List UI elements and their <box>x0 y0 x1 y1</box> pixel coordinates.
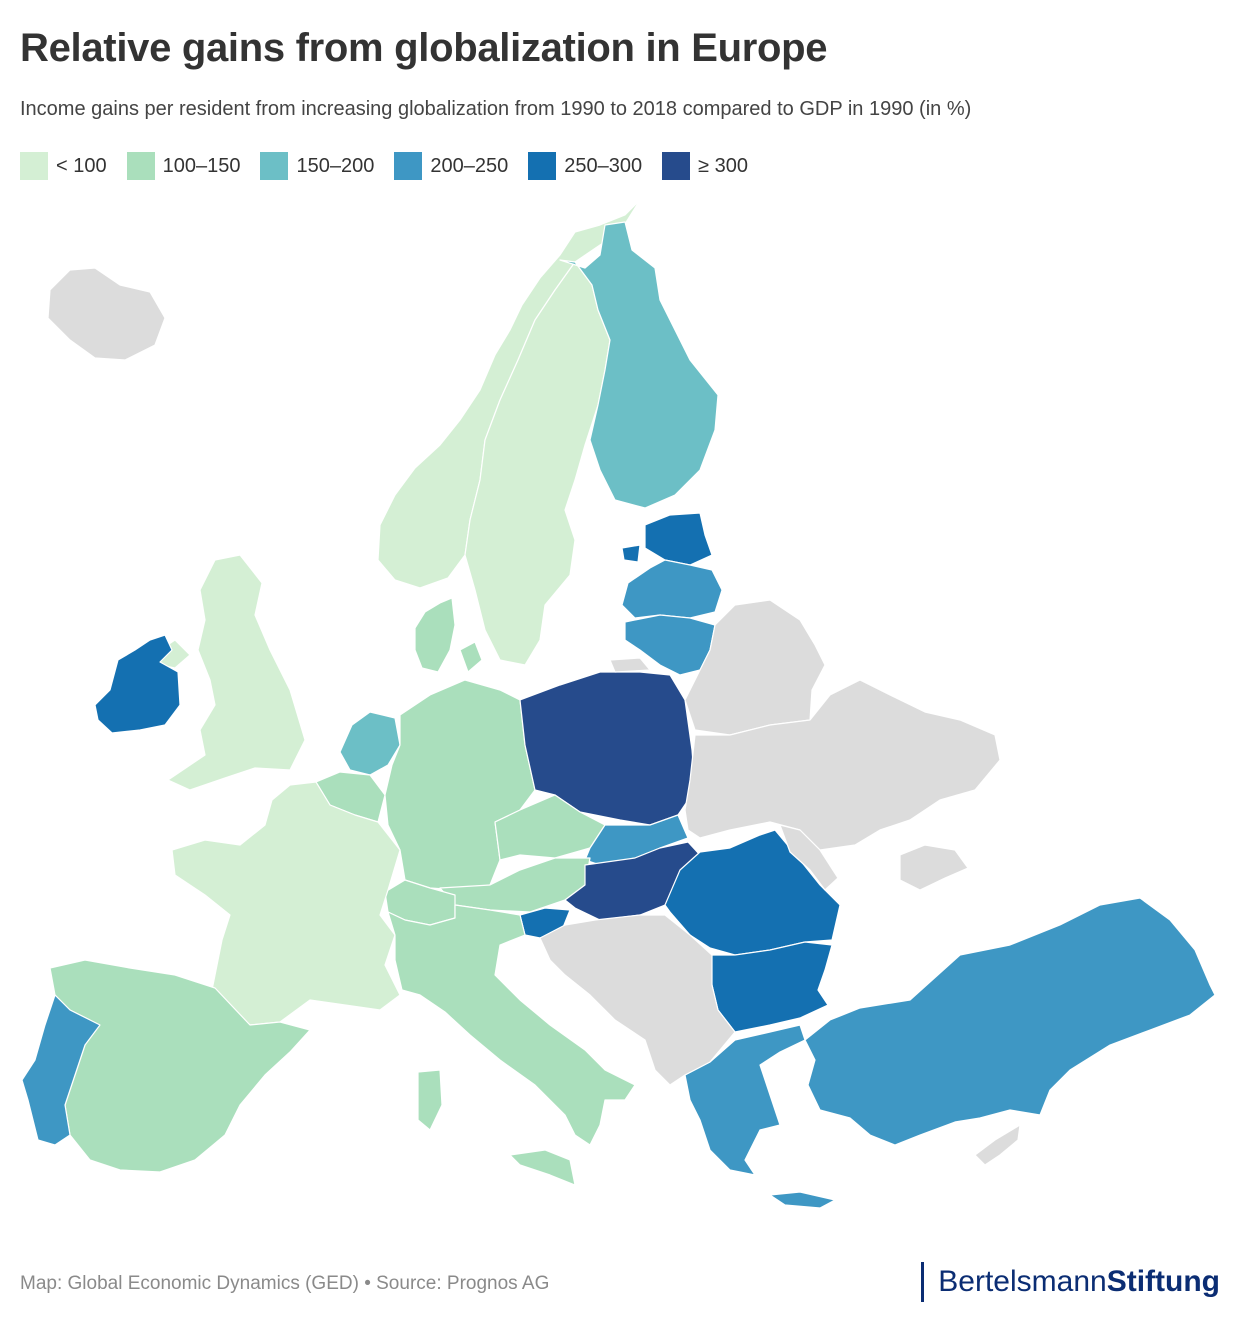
legend-item: 200–250 <box>394 152 508 180</box>
region-uk <box>159 554 306 791</box>
region-sweden <box>464 261 611 666</box>
legend-label: 150–200 <box>296 154 375 177</box>
legend-label: 250–300 <box>564 154 643 177</box>
brand-bold: Stiftung <box>1106 1265 1220 1298</box>
legend-item: 250–300 <box>528 152 642 180</box>
legend-swatch <box>528 152 557 180</box>
legend-swatch <box>662 152 691 180</box>
legend-swatch <box>126 152 155 180</box>
brand-light: Bertelsmann <box>938 1265 1107 1298</box>
legend-item: 100–150 <box>126 152 241 180</box>
region-romania <box>664 829 841 956</box>
legend-item: < 100 <box>20 152 107 180</box>
region-cyprus <box>974 1124 1021 1166</box>
source-note: Map: Global Economic Dynamics (GED) • So… <box>20 1273 550 1294</box>
region-belarus <box>684 599 826 736</box>
region-estonia <box>621 512 713 566</box>
region-bulgaria <box>709 941 833 1033</box>
legend: < 100 100–150 150–200 200–250 250–300 ≥ … <box>20 152 768 180</box>
brand-bar <box>921 1262 925 1302</box>
region-denmark <box>414 597 483 673</box>
brand-wordmark: BertelsmannStiftung <box>938 1265 1220 1299</box>
legend-label: < 100 <box>56 154 107 177</box>
region-moldova <box>779 824 839 891</box>
chart-subtitle: Income gains per resident from increasin… <box>20 98 972 120</box>
region-kaliningrad <box>609 657 651 673</box>
legend-swatch <box>20 152 48 180</box>
legend-swatch <box>260 152 289 180</box>
legend-label: ≥ 300 <box>698 154 749 177</box>
legend-label: 200–250 <box>430 154 509 177</box>
region-italy <box>387 904 636 1186</box>
region-latvia <box>621 559 723 619</box>
legend-label: 100–150 <box>162 154 241 177</box>
region-ukraine <box>684 679 1001 851</box>
legend-item: 150–200 <box>260 152 374 180</box>
region-greece <box>684 1024 836 1209</box>
region-turkey <box>804 897 1216 1146</box>
legend-swatch <box>394 152 423 180</box>
region-iceland <box>47 267 166 361</box>
chart-title: Relative gains from globalization in Eur… <box>20 26 828 70</box>
region-netherlands <box>339 711 401 776</box>
region-germany <box>384 679 536 891</box>
region-ireland <box>94 634 181 734</box>
europe-map <box>21 199 1216 1209</box>
brand-logo: BertelsmannStiftung <box>921 1262 1220 1302</box>
region-crimea <box>899 844 969 891</box>
legend-item: ≥ 300 <box>662 152 748 180</box>
region-finland <box>559 221 719 509</box>
region-balkans <box>539 914 736 1086</box>
region-france <box>171 781 401 1026</box>
region-portugal <box>21 994 101 1146</box>
